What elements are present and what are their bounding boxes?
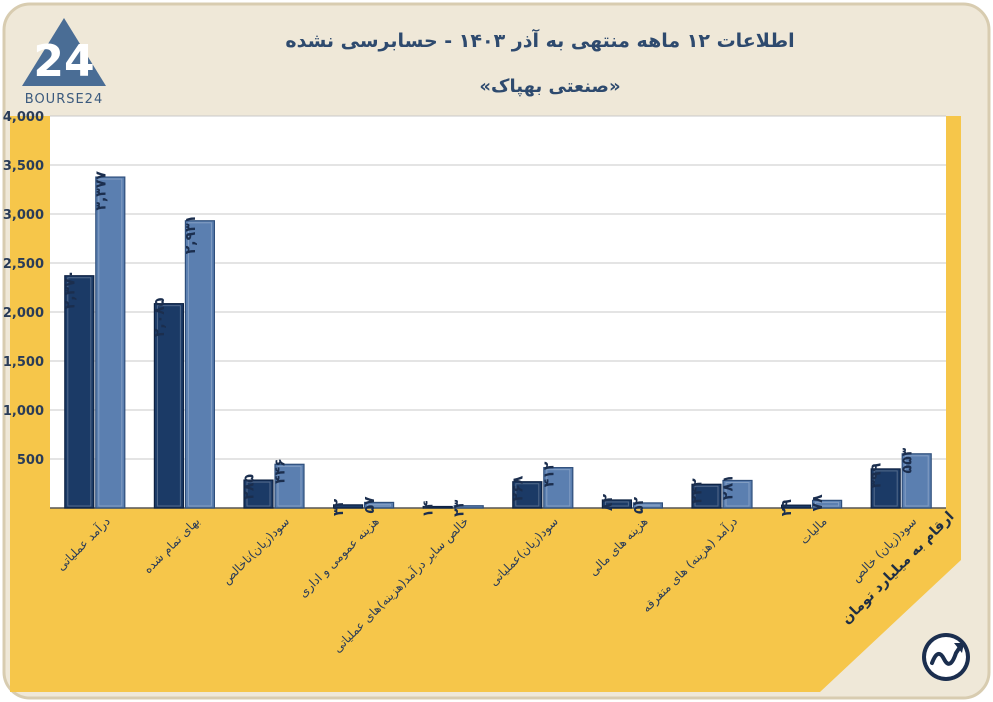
bar-bevel	[187, 222, 212, 507]
bar-series-2	[95, 176, 126, 509]
bar-series-2	[453, 505, 484, 509]
bar-series-2	[184, 220, 215, 509]
data-label: ۴۱۲	[541, 461, 557, 487]
data-label: ۵۲	[631, 496, 647, 514]
data-label: ۲۹	[779, 499, 795, 517]
data-label: ۲۳	[452, 499, 468, 517]
bar-series-2	[364, 501, 395, 509]
bar-series-1	[512, 481, 543, 509]
data-label: ۳۹۹	[869, 462, 885, 488]
bar-series-1	[870, 468, 901, 509]
bar-series-2	[722, 479, 753, 509]
data-label: ۲,۰۸۵	[152, 297, 168, 337]
data-label: ۵۵۳	[900, 447, 916, 473]
brand-logo: 24 BOURSE24	[14, 12, 114, 112]
bar-bevel	[98, 178, 123, 507]
chart-icon	[922, 633, 970, 681]
bar-series-1	[243, 479, 274, 509]
bar-bevel	[604, 501, 629, 507]
bar-bevel	[725, 481, 750, 507]
data-label: ۴۴۶	[273, 458, 289, 484]
data-label: ۲۶۸	[510, 475, 526, 501]
y-tick-label: 1,000	[3, 404, 44, 419]
bar-bevel	[904, 455, 929, 507]
bar-bevel	[815, 501, 840, 507]
data-label: ۲,۳۷۰	[62, 270, 78, 310]
page-title: اطلاعات ۱۲ ماهه منتهی به آذر ۱۴۰۳ - حساب…	[285, 30, 795, 52]
bar-series-1	[780, 504, 812, 509]
y-tick-label: 1,500	[3, 355, 44, 370]
bar-bevel	[515, 483, 540, 507]
company-name: «صنعتی بهپاک»	[479, 76, 621, 97]
bar-series-2	[811, 499, 843, 509]
bar-bevel	[156, 305, 181, 507]
data-label: ۲۸۱	[721, 474, 737, 500]
bar-series-1	[422, 505, 453, 509]
bar-series-1	[691, 483, 722, 509]
data-label: ۱۴	[421, 500, 437, 518]
data-label: ۳,۳۷۷	[93, 171, 109, 211]
bar-bevel	[546, 469, 571, 507]
data-label: ۳۲	[331, 498, 347, 516]
bar-series-1	[153, 303, 184, 509]
bar-bevel	[635, 504, 660, 507]
y-tick-label: 3,000	[3, 208, 44, 223]
bar-bevel	[67, 277, 92, 507]
bar-series-2	[632, 502, 664, 509]
bar-bevel	[367, 503, 392, 507]
bar-bevel	[246, 481, 271, 507]
data-label: ۷۸	[810, 494, 826, 512]
data-label: ۲,۹۳۱	[183, 215, 199, 255]
bar-bevel	[873, 470, 898, 507]
data-label: ۲۴۲	[690, 478, 706, 504]
data-label: ۲۸۵	[242, 474, 258, 500]
bar-series-2	[274, 463, 305, 509]
bar-bevel	[694, 485, 719, 507]
bar-series-2	[543, 467, 574, 509]
y-tick-label: 2,000	[3, 306, 44, 321]
bar-bevel	[277, 465, 302, 507]
y-tick-label: 2,500	[3, 257, 44, 272]
data-label: ۸۲	[600, 494, 616, 512]
logo-mark-text: 24	[33, 36, 94, 87]
logo-mark-icon: 24	[22, 18, 106, 87]
y-tick-label: 500	[17, 453, 44, 468]
y-tick-label: 3,500	[3, 159, 44, 174]
y-tick-label: 4,000	[3, 110, 44, 125]
bar-series-1	[601, 499, 633, 509]
data-label: ۵۷	[362, 496, 378, 514]
bar-series-1	[333, 504, 364, 509]
bar-series-2	[901, 453, 932, 509]
brand-name: BOURSE24	[24, 92, 104, 107]
bar-series-1	[64, 275, 95, 509]
